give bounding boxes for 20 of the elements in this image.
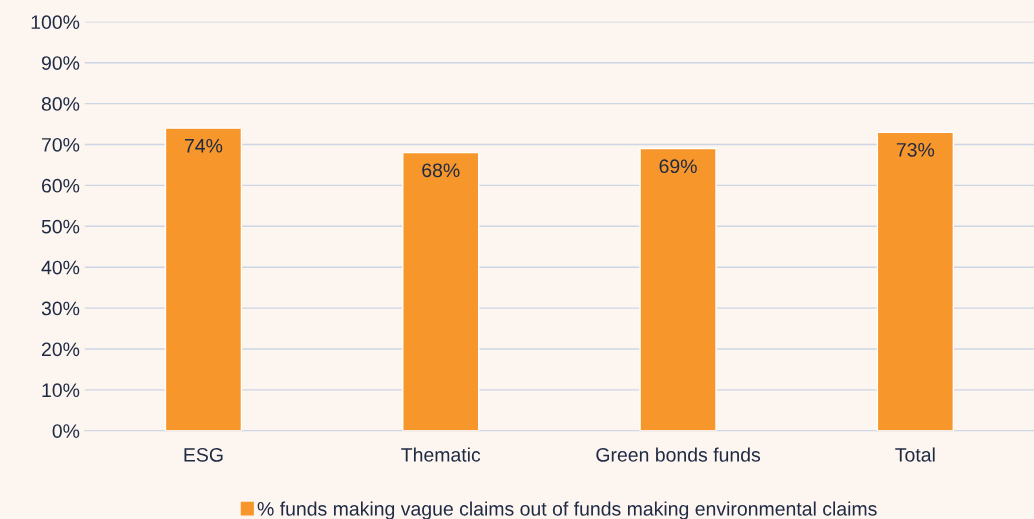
x-tick-label: ESG	[184, 447, 223, 462]
text: 74%	[184, 138, 223, 153]
text: 69%	[659, 159, 697, 174]
y-tick-label: 100%	[31, 15, 80, 30]
text: 73%	[896, 142, 935, 157]
x-tick-label: Green bonds funds	[596, 447, 761, 462]
y-tick-label: 0%	[52, 424, 80, 439]
y-tick-label: 60%	[42, 178, 80, 193]
text: 68%	[422, 163, 460, 178]
y-tick-label: 90%	[41, 56, 80, 70]
y-tick-label: 70%	[42, 137, 80, 152]
legend-label: % funds making vague claims out of funds making environmental claims	[257, 501, 877, 519]
y-tick-label: 50%	[41, 219, 80, 234]
y-tick-label: 30%	[41, 301, 80, 316]
x-tick-label: Thematic	[401, 447, 481, 462]
y-tick-label: 80%	[41, 97, 80, 111]
y-tick-label: 10%	[42, 383, 80, 398]
y-tick-label: 40%	[41, 260, 80, 275]
y-tick-label: 20%	[41, 342, 80, 357]
x-tick-label: Total	[895, 447, 935, 462]
